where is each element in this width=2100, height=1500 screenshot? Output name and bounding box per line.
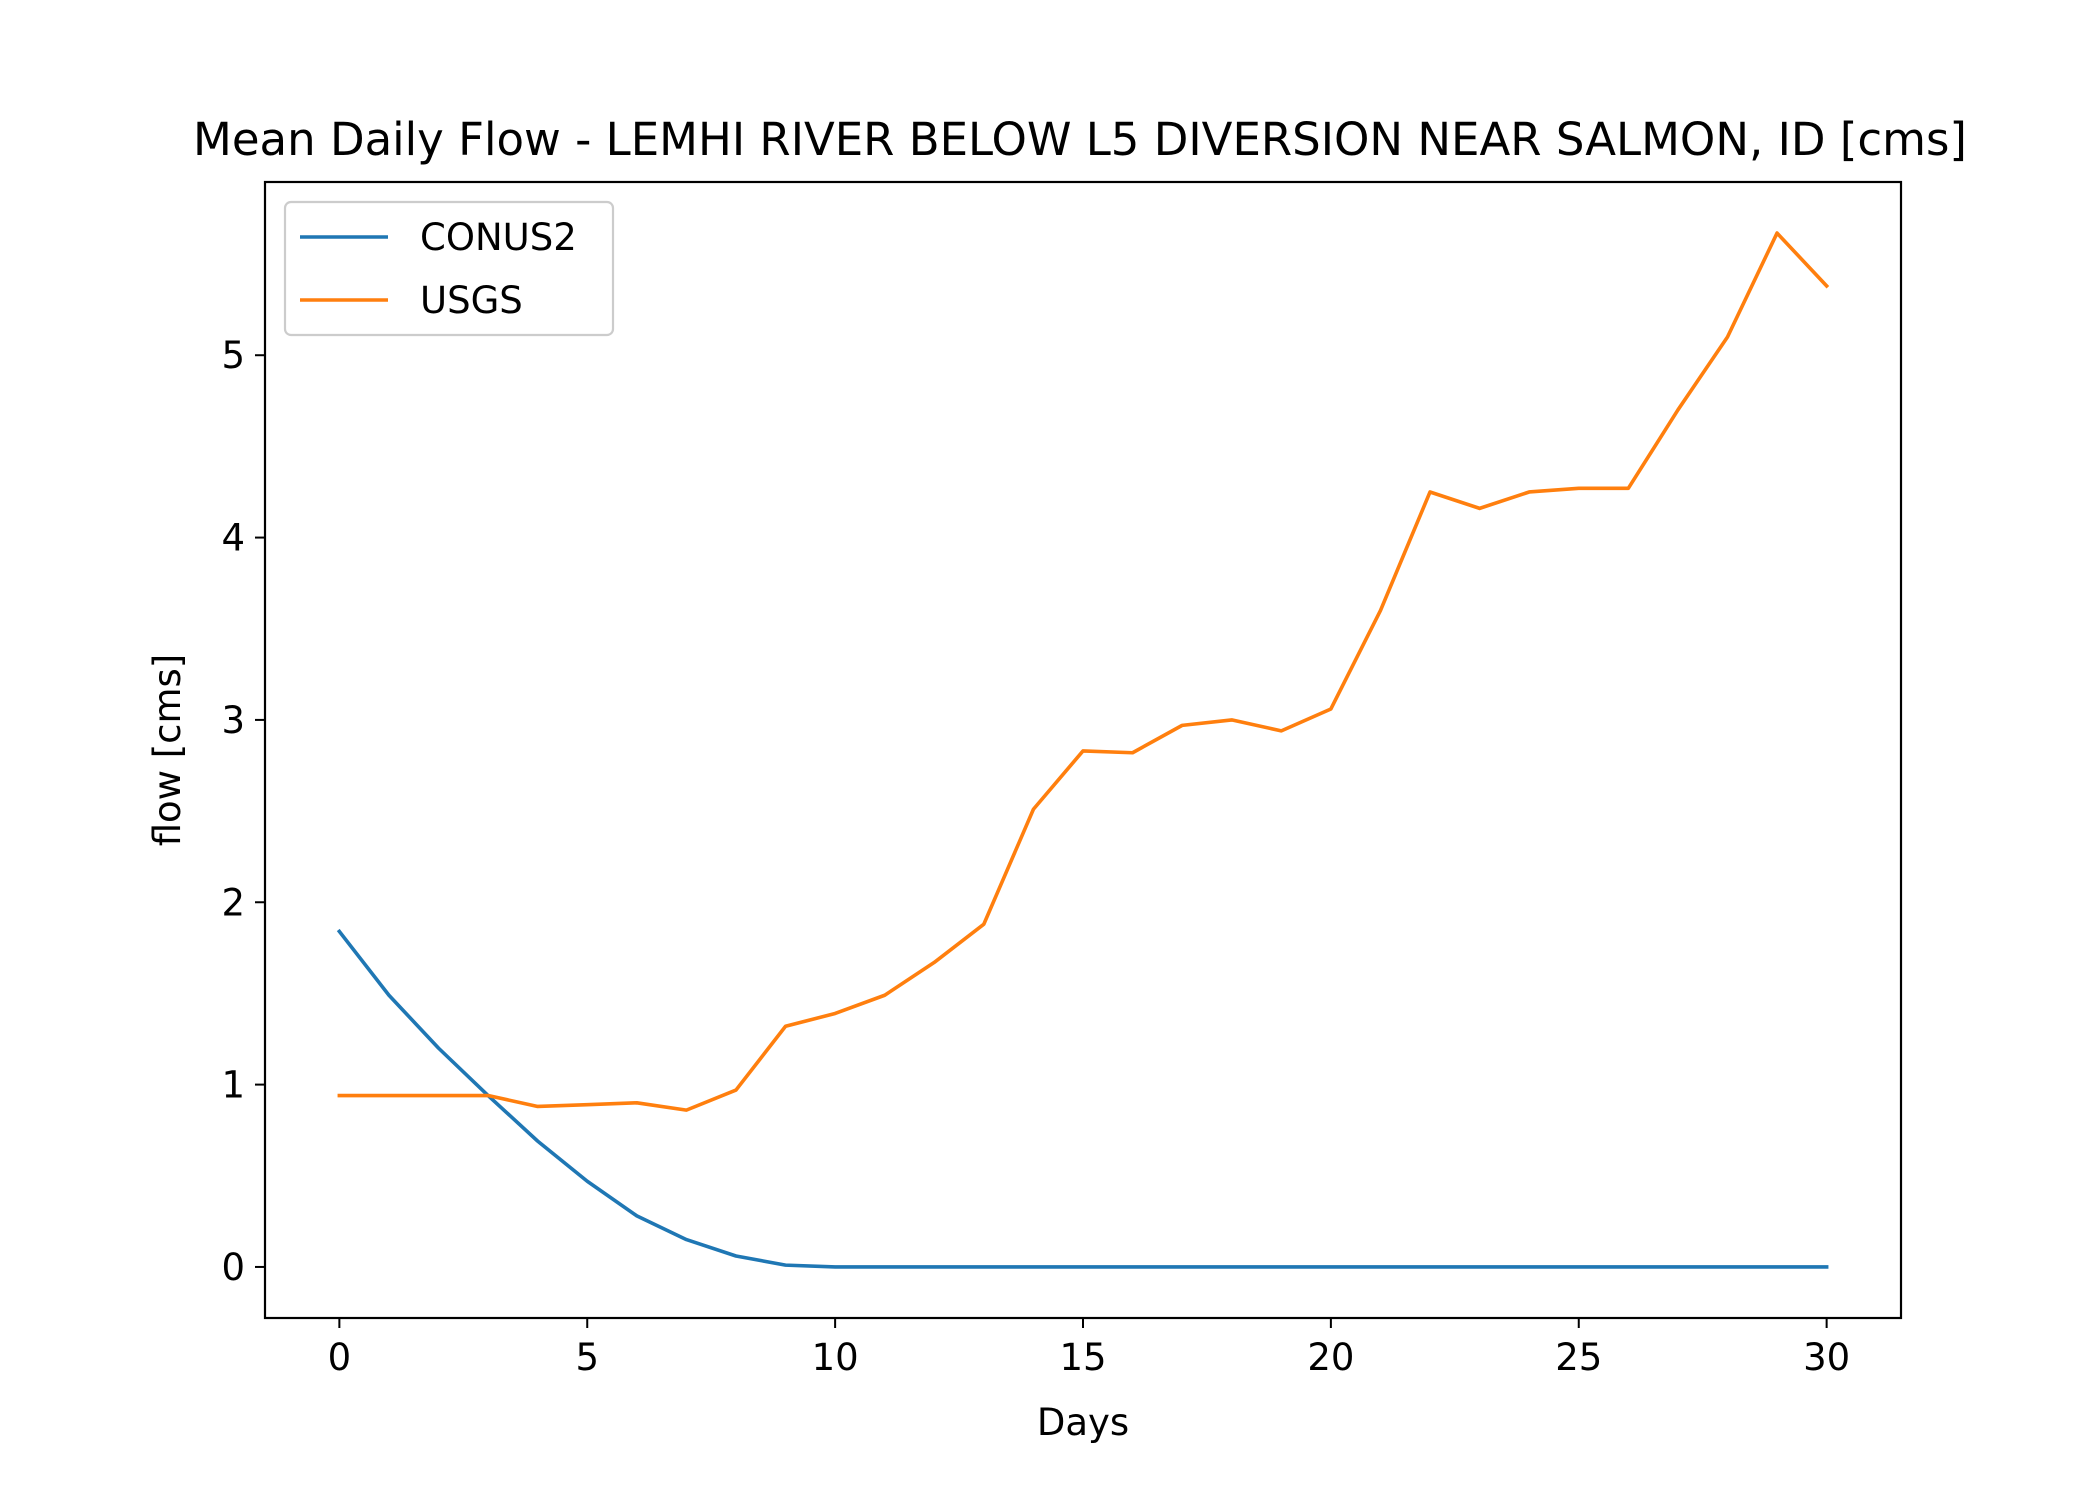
x-tick-label: 5 xyxy=(575,1336,599,1379)
plot-area xyxy=(263,180,1903,1320)
series-line-usgs xyxy=(337,231,1830,1112)
legend-label-conus2: CONUS2 xyxy=(420,216,577,259)
y-tick-label: 2 xyxy=(221,881,245,924)
chart-title: Mean Daily Flow - LEMHI RIVER BELOW L5 D… xyxy=(193,113,1967,166)
x-tick-label: 0 xyxy=(328,1336,352,1379)
legend-label-usgs: USGS xyxy=(420,279,523,322)
series-layer xyxy=(336,231,1830,1269)
series-line-conus2 xyxy=(336,928,1829,1269)
x-tick-label: 25 xyxy=(1555,1336,1602,1379)
x-tick-label: 30 xyxy=(1803,1336,1850,1379)
y-axis-ticks: 0 1 2 3 4 5 xyxy=(221,334,265,1289)
x-axis-ticks: 0 5 10 15 20 25 30 xyxy=(328,1318,1850,1379)
legend: CONUS2 USGS xyxy=(283,200,615,337)
x-tick-label: 15 xyxy=(1059,1336,1106,1379)
x-tick-label: 20 xyxy=(1307,1336,1354,1379)
x-axis-label: Days xyxy=(1037,1401,1129,1444)
y-tick-label: 4 xyxy=(221,517,245,560)
y-tick-label: 3 xyxy=(221,699,245,742)
y-axis-label: flow [cms] xyxy=(146,654,189,847)
y-tick-label: 5 xyxy=(221,334,245,377)
y-tick-label: 0 xyxy=(221,1246,245,1289)
x-tick-label: 10 xyxy=(812,1336,859,1379)
y-tick-label: 1 xyxy=(221,1064,245,1107)
